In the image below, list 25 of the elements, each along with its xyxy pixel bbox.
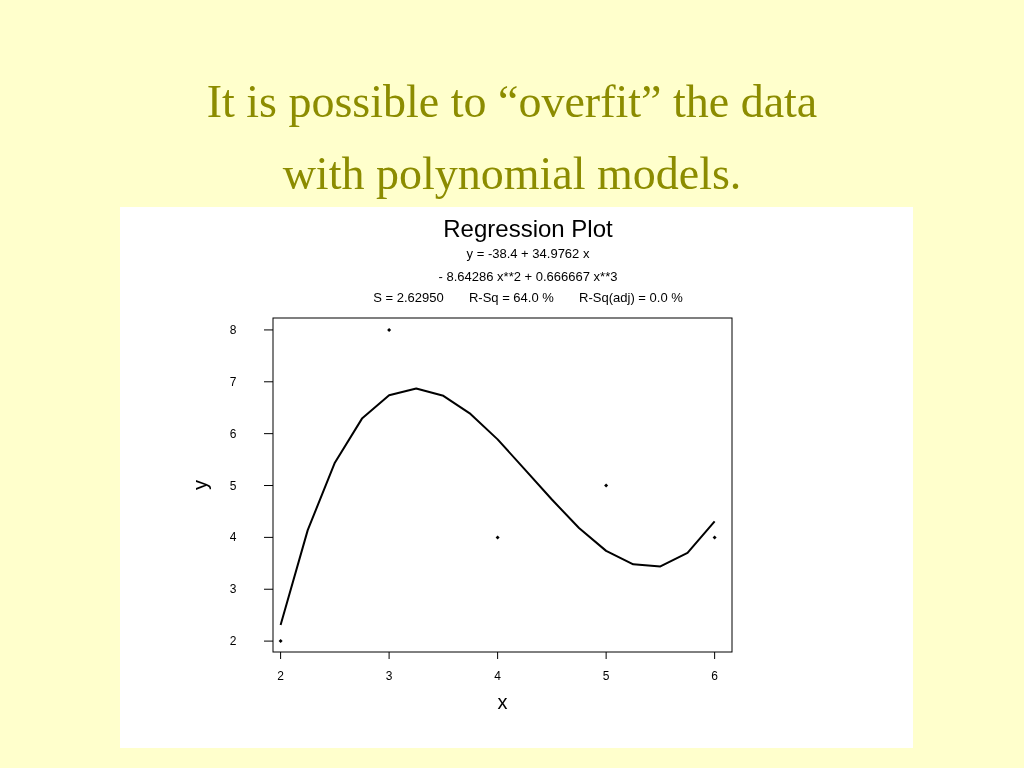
- y-tick-label: 8: [229, 322, 237, 337]
- y-tick-label: 7: [229, 374, 237, 389]
- text: S = 2.62950 R-Sq = 64.0 % R-Sq(adj) = 0.0 %: [373, 290, 684, 305]
- y-tick-label: 3: [229, 582, 237, 597]
- point: [387, 327, 392, 332]
- point: [495, 535, 500, 540]
- x-axis-title: x: [497, 691, 508, 713]
- x-tick-label: 5: [602, 669, 610, 683]
- x-tick-label: 2: [277, 669, 285, 683]
- x-tick-label: 6: [711, 669, 719, 683]
- point: [712, 535, 717, 540]
- y-tick-label: 5: [229, 478, 237, 493]
- line-series: [279, 387, 716, 627]
- y-tick-label: 4: [229, 530, 237, 545]
- chart-subtitle: Regression Plot: [443, 215, 614, 242]
- y-axis-title: y: [189, 480, 211, 490]
- point: [278, 639, 283, 644]
- x-tick-label: 3: [385, 669, 393, 683]
- point: [604, 483, 609, 488]
- text: - 8.64286 x**2 + 0.666667 x**3: [438, 269, 618, 284]
- y-tick-label: 2: [229, 634, 237, 649]
- chart-title: It is possible to “overfit” the data with polynomial models.: [206, 76, 818, 199]
- x-tick-label: 4: [494, 669, 502, 683]
- y-tick-label: 6: [229, 426, 237, 441]
- text: y = -38.4 + 34.9762 x: [466, 246, 590, 261]
